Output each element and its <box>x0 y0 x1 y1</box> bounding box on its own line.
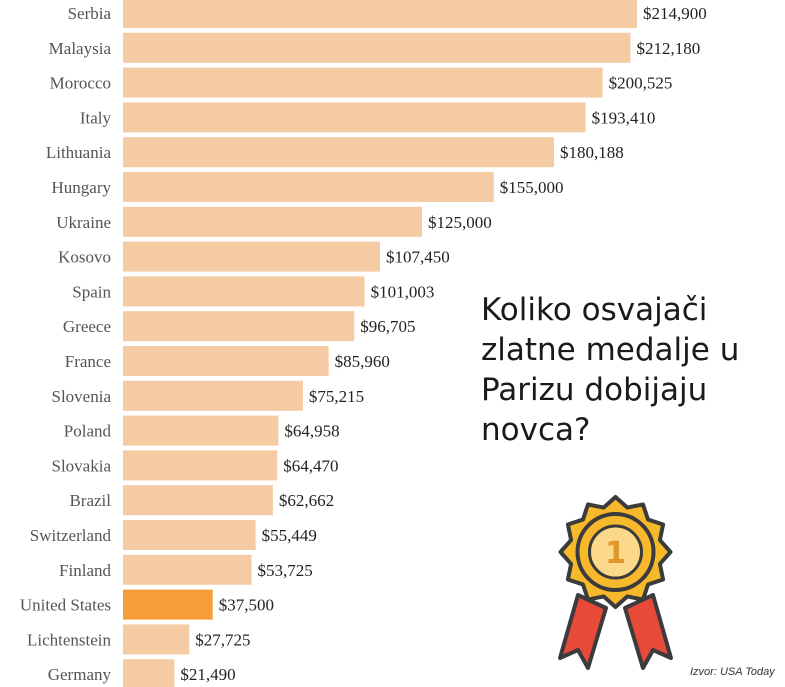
headline-line: zlatne medalje u <box>481 332 740 368</box>
bar-finland <box>123 554 252 585</box>
value-label: $107,450 <box>386 248 450 267</box>
bar-lithuania <box>123 137 554 168</box>
bar-ukraine <box>123 206 422 237</box>
bar-switzerland <box>123 520 256 550</box>
headline-line: Koliko osvajači <box>481 292 708 328</box>
category-label: Hungary <box>52 178 112 197</box>
medal-center <box>588 524 643 580</box>
bar-france <box>123 346 329 376</box>
bar-slovenia <box>123 380 303 411</box>
bar-hungary <box>123 172 494 202</box>
value-label: $75,215 <box>309 387 364 406</box>
category-label: Spain <box>72 282 111 301</box>
bar-united-states <box>123 589 213 620</box>
bar-serbia <box>123 0 637 28</box>
category-label: Poland <box>64 422 112 441</box>
bar-lichtenstein <box>123 624 190 655</box>
value-label: $180,188 <box>560 143 624 162</box>
bar-spain <box>123 276 365 307</box>
bar-morocco <box>123 67 603 98</box>
value-label: $27,725 <box>195 630 250 649</box>
value-label: $64,958 <box>284 422 339 441</box>
value-label: $125,000 <box>428 213 492 232</box>
category-label: Greece <box>63 317 111 336</box>
value-label: $155,000 <box>500 178 564 197</box>
value-label: $64,470 <box>283 456 338 475</box>
value-label: $101,003 <box>371 282 435 301</box>
bar-germany <box>123 659 175 687</box>
category-label: Malaysia <box>49 39 112 58</box>
source-note: Izvor: USA Today <box>690 666 775 678</box>
value-label: $37,500 <box>219 596 274 615</box>
category-label: Switzerland <box>30 526 112 545</box>
headline-question: Koliko osvajači zlatne medalje u Parizu … <box>481 290 781 450</box>
value-label: $214,900 <box>643 4 707 23</box>
category-label: Slovenia <box>52 387 112 406</box>
value-label: $212,180 <box>637 39 701 58</box>
category-label: Lithuania <box>46 143 112 162</box>
category-label: Italy <box>80 108 112 127</box>
headline-line: novca? <box>481 412 591 448</box>
category-label: Brazil <box>69 491 111 510</box>
bar-slovakia <box>123 450 278 481</box>
headline-line: Parizu dobijaju <box>481 372 708 408</box>
value-label: $200,525 <box>609 74 673 93</box>
bar-italy <box>123 102 586 133</box>
value-label: $21,490 <box>180 665 235 684</box>
value-label: $53,725 <box>258 561 313 580</box>
value-label: $193,410 <box>592 108 656 127</box>
ribbon-left <box>558 593 608 670</box>
category-label: Serbia <box>68 4 112 23</box>
category-label: Ukraine <box>56 213 111 232</box>
category-label: Morocco <box>50 74 111 93</box>
bar-brazil <box>123 485 273 516</box>
value-label: $85,960 <box>335 352 390 371</box>
value-label: $96,705 <box>360 317 415 336</box>
category-label: Lichtenstein <box>27 630 112 649</box>
category-label: United States <box>20 596 111 615</box>
ribbon-right <box>623 593 673 670</box>
medal-number: 1 <box>605 536 626 571</box>
category-label: France <box>65 352 111 371</box>
category-label: Germany <box>48 665 112 684</box>
bar-kosovo <box>123 241 380 272</box>
bar-poland <box>123 415 279 446</box>
category-label: Slovakia <box>52 456 112 475</box>
value-label: $55,449 <box>262 526 317 545</box>
bar-greece <box>123 311 355 342</box>
category-label: Kosovo <box>58 248 111 267</box>
bar-malaysia <box>123 32 631 63</box>
value-label: $62,662 <box>279 491 334 510</box>
category-label: Finland <box>59 561 111 580</box>
gold-medal-icon: 1 <box>558 495 673 670</box>
